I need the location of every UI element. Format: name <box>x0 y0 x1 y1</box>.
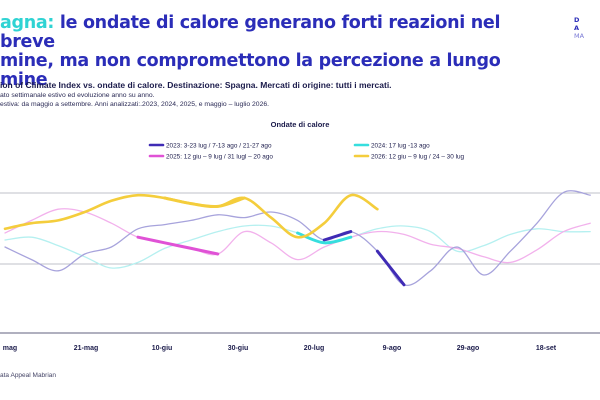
note-line2: estiva: da maggio a settembre. Anni anal… <box>0 101 270 108</box>
x-tick-label: 20-lug <box>304 345 325 352</box>
source-footer: ata Appeal Mabrian <box>0 372 57 379</box>
page-title: agna: le ondate di calore generano forti… <box>0 14 560 90</box>
chart-title: Ondate di calore <box>271 120 330 129</box>
note-line1: ato settimanale estivo ed evoluzione ann… <box>0 92 155 99</box>
logo-line2: A <box>574 24 580 32</box>
chart-subtitle: ion of Climate Index vs. ondate di calor… <box>0 80 392 90</box>
x-tick-label: 18-set <box>536 345 557 352</box>
x-tick-label: 29-ago <box>457 345 480 352</box>
legend-label-2026: 2026: 12 giu – 9 lug / 24 – 30 lug <box>371 153 465 160</box>
series-line-2025 <box>4 208 591 264</box>
legend-label-2025: 2025: 12 giu – 9 lug / 31 lugl – 20 ago <box>166 153 273 160</box>
title-line3: mine <box>0 70 48 90</box>
x-tick-label: 21-mag <box>74 345 99 352</box>
series-line-2023 <box>4 190 591 287</box>
series-line-2026 <box>3 193 379 239</box>
x-tick-label: 10-giu <box>152 345 173 352</box>
legend-label-2023: 2023: 3-23 lug / 7-13 ago / 21-27 ago <box>166 142 272 149</box>
logo-line1: D <box>574 16 580 24</box>
x-tick-label: 30-giu <box>228 345 249 352</box>
heatwave-segment-2023-1 <box>322 230 353 242</box>
heatwave-segment-2023-2 <box>375 249 406 287</box>
heatwave-segment-2025-1 <box>136 235 220 256</box>
logo-line3: MA <box>574 32 585 40</box>
title-line1: le ondate di calore generano forti reazi… <box>0 13 501 52</box>
x-tick-label: 9-ago <box>383 345 402 352</box>
brand-logo: D A MA <box>574 16 596 40</box>
x-tick-label: mag <box>3 345 17 352</box>
title-accent: agna: <box>0 13 55 33</box>
legend-label-2024: 2024: 17 lug -13 ago <box>371 142 430 149</box>
title-line2: mine, ma non compromettono la percezione… <box>0 51 501 71</box>
